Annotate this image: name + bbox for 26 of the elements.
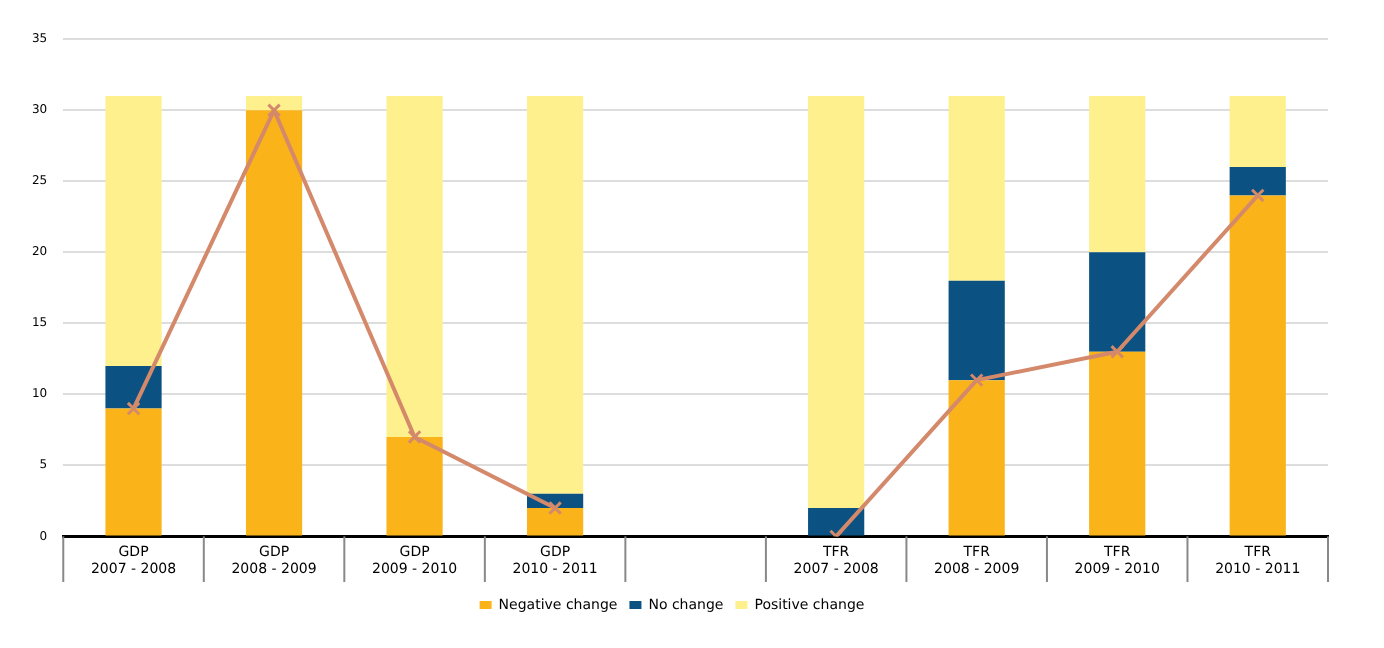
- point: [126, 401, 141, 416]
- bar: [527, 507, 584, 536]
- bar: [948, 280, 1005, 381]
- bar: [948, 96, 1005, 281]
- point: [1110, 344, 1125, 359]
- bar: [105, 96, 162, 366]
- bar: [1089, 96, 1146, 253]
- bar: [1229, 167, 1286, 196]
- bar: [808, 96, 865, 508]
- bar: [105, 408, 162, 536]
- point: [407, 429, 422, 445]
- bar: [1089, 252, 1146, 352]
- bar: [386, 96, 443, 437]
- point: [547, 500, 563, 516]
- bar: [245, 110, 303, 536]
- bar: [1229, 195, 1286, 536]
- bar: [948, 380, 1005, 536]
- point: [1250, 188, 1265, 203]
- bar: [527, 96, 584, 494]
- bar: [1229, 96, 1286, 168]
- bar: [1089, 351, 1146, 536]
- bar: [105, 365, 162, 409]
- point: [266, 103, 282, 118]
- point: [969, 372, 984, 388]
- bar: [245, 96, 303, 111]
- bar: [386, 436, 443, 536]
